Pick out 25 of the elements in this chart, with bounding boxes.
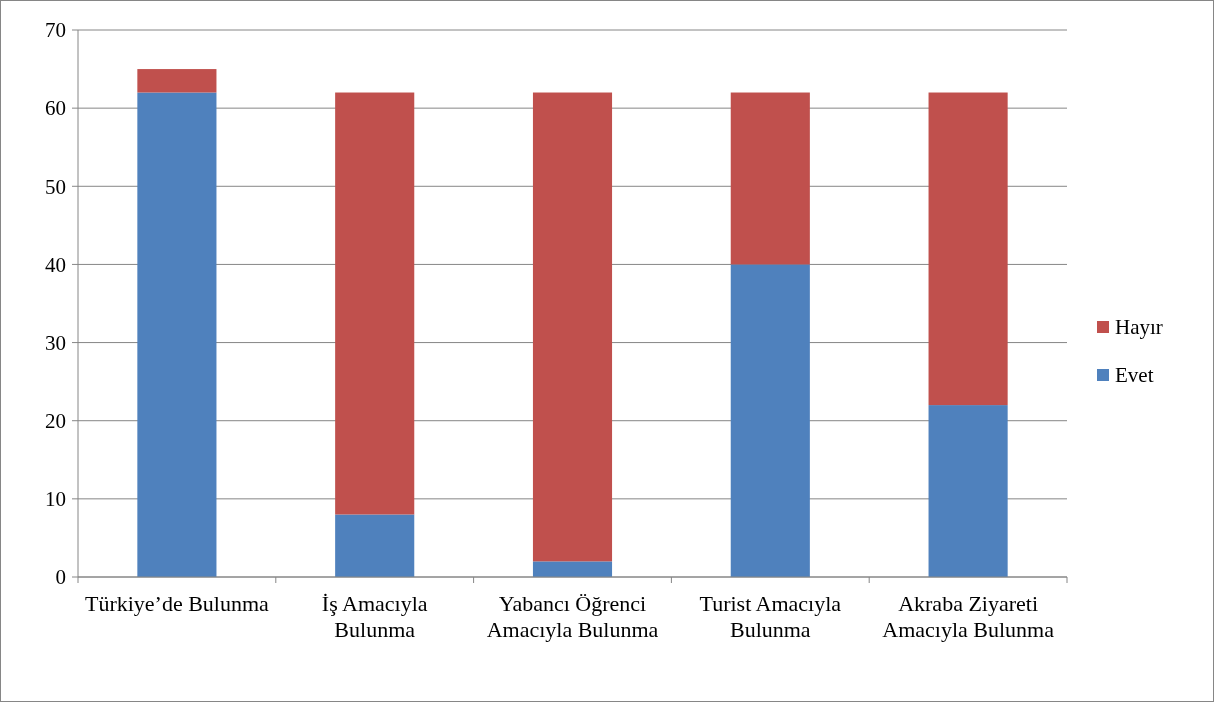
x-tick-label: Yabancı Öğrenci Amacıyla Bulunma (486, 591, 659, 642)
y-tick-label: 60 (45, 96, 66, 121)
bar (928, 405, 1008, 577)
y-tick-label: 70 (45, 18, 66, 43)
y-tick-label: 10 (45, 487, 66, 512)
x-tick-label: İş Amacıyla Bulunma (321, 591, 428, 642)
y-tick-label: 20 (45, 409, 66, 434)
x-tick-label: Turist Amacıyla Bulunma (699, 591, 842, 642)
bar (335, 92, 415, 515)
bar (335, 514, 415, 577)
y-tick-label: 30 (45, 330, 66, 355)
bar (137, 69, 217, 93)
bar (730, 92, 810, 265)
y-tick-label: 0 (55, 565, 66, 590)
bar (532, 561, 613, 577)
x-tick-label: Akraba Ziyareti Amacıyla Bulunma (882, 591, 1055, 642)
y-tick-label: 40 (45, 252, 66, 277)
bar (137, 92, 217, 577)
y-tick-label: 50 (45, 174, 66, 199)
legend-label: Hayır (1115, 315, 1163, 340)
legend-label: Evet (1115, 363, 1154, 388)
bar (928, 92, 1008, 406)
x-tick-label: Türkiye’de Bulunma (84, 591, 270, 616)
bar (730, 264, 810, 577)
bar (532, 92, 613, 562)
